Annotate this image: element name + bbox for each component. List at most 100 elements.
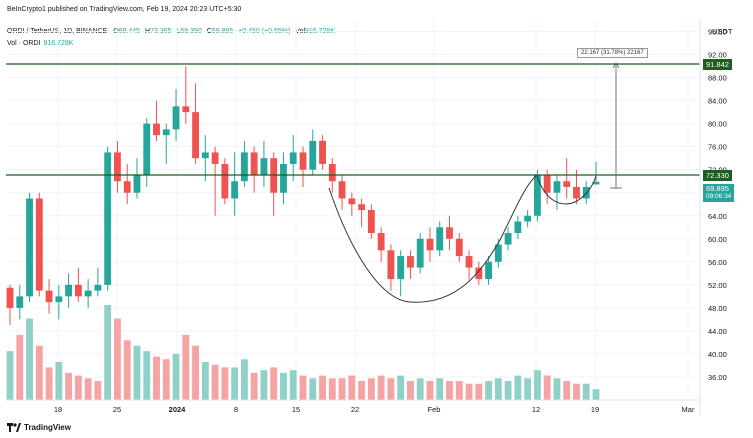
candle-body xyxy=(504,233,512,245)
candle-body xyxy=(387,250,395,280)
volume-bar xyxy=(182,334,190,400)
candle-body xyxy=(573,186,580,199)
candle-body xyxy=(426,238,434,251)
volume-bar xyxy=(84,378,92,400)
candle-countdown: 09:06:34 xyxy=(706,193,732,200)
candle-body xyxy=(319,140,326,164)
candle-body xyxy=(143,123,151,176)
volume-bar xyxy=(231,367,239,400)
candle-body xyxy=(543,175,551,193)
volume-bar xyxy=(465,383,473,400)
volume-bar xyxy=(26,318,33,400)
price-tag-mid: 72.330 xyxy=(703,170,732,181)
volume-bar xyxy=(250,372,258,400)
volume-bar xyxy=(6,351,14,400)
price-tick-label: 76.00 xyxy=(708,143,727,152)
candle-body xyxy=(162,129,170,136)
volume-bar xyxy=(16,334,24,400)
candle-body xyxy=(250,152,258,176)
volume-bar xyxy=(35,345,43,400)
price-tick-label: 80.00 xyxy=(708,120,727,129)
candle-body xyxy=(377,233,385,251)
candle-body xyxy=(74,284,82,297)
time-axis: 18 25 2024 8 15 22 Feb 12 19 Mar xyxy=(54,405,695,414)
time-tick-label: 22 xyxy=(351,405,359,414)
price-tick-label: 92.00 xyxy=(708,51,727,60)
price-tick-label: 60.00 xyxy=(708,235,727,244)
candle-body xyxy=(182,106,190,113)
candle-body xyxy=(153,123,160,136)
candle-body xyxy=(240,152,248,182)
candle-body xyxy=(348,198,356,205)
measure-arrow-icon xyxy=(612,62,620,69)
volume-bar xyxy=(543,375,551,400)
candle-body xyxy=(524,215,532,222)
price-tag-top: 91.842 xyxy=(703,59,732,70)
volume-bar xyxy=(436,378,444,400)
volume-bar xyxy=(280,372,287,400)
volume-bar xyxy=(475,383,483,400)
volume-bar xyxy=(309,378,317,400)
price-tag-current: 69.895 09:06:34 xyxy=(703,184,735,202)
volume-title[interactable]: Vol · ORDI xyxy=(7,40,41,47)
volume-bar xyxy=(319,375,326,400)
candle-body xyxy=(104,152,112,285)
candle-body xyxy=(592,181,600,185)
candle-body xyxy=(280,163,287,193)
time-tick-label: Feb xyxy=(428,405,441,414)
volume-bar xyxy=(358,381,366,400)
candle-body xyxy=(211,152,219,164)
tradingview-logo[interactable]: TradingView xyxy=(7,423,71,432)
candle-body xyxy=(94,284,102,291)
candle-body xyxy=(114,152,121,182)
time-tick-label: 25 xyxy=(113,405,121,414)
volume-bar xyxy=(201,362,209,400)
candle-body xyxy=(358,204,366,210)
volume-bar xyxy=(367,378,375,400)
price-tick-label: 40.00 xyxy=(708,350,727,359)
price-tick-label: 36.00 xyxy=(708,373,727,382)
time-tick-label: 12 xyxy=(532,405,540,414)
volume-bar xyxy=(114,318,121,400)
volume-bar xyxy=(221,367,229,400)
candle-body xyxy=(133,175,141,193)
candle-body xyxy=(494,244,502,262)
candle-body xyxy=(465,256,473,268)
price-tick-label: 64.00 xyxy=(708,212,727,221)
tradingview-brand: TradingView xyxy=(24,423,71,432)
volume-bar xyxy=(94,381,102,400)
candle-body xyxy=(309,140,317,170)
candle-body xyxy=(367,210,375,234)
volume-bar xyxy=(348,375,356,400)
volume-bar xyxy=(446,381,453,400)
time-tick-label: 15 xyxy=(292,405,300,414)
candle-body xyxy=(397,256,405,280)
volume-bars xyxy=(6,305,600,400)
candlesticks xyxy=(6,66,600,326)
price-axis: 96.0092.0088.0084.0080.0076.0072.0068.00… xyxy=(708,28,727,382)
time-tick-label: 18 xyxy=(54,405,62,414)
candle-body xyxy=(553,181,561,193)
time-tick-label: 2024 xyxy=(169,405,187,414)
time-tick-label: Mar xyxy=(682,405,695,414)
volume-bar xyxy=(524,378,532,400)
candle-body xyxy=(123,181,131,193)
volume-bar xyxy=(592,389,600,400)
volume-bar xyxy=(45,367,53,400)
volume-bar xyxy=(143,351,151,400)
candle-body xyxy=(436,227,444,251)
price-tick-label: 96.00 xyxy=(708,28,727,37)
candle-body xyxy=(16,296,24,308)
handle-pattern-curve xyxy=(536,175,597,205)
candle-body xyxy=(55,296,63,303)
volume-bar xyxy=(504,381,512,400)
candle-body xyxy=(289,152,297,164)
volume-bar xyxy=(338,378,346,400)
measure-label[interactable]: 22.167 (31.78%) 22167 xyxy=(577,48,648,58)
volume-bar xyxy=(397,375,405,400)
volume-bar xyxy=(514,375,522,400)
volume-bar xyxy=(533,370,541,400)
candle-body xyxy=(475,267,483,280)
candle-body xyxy=(455,238,463,257)
